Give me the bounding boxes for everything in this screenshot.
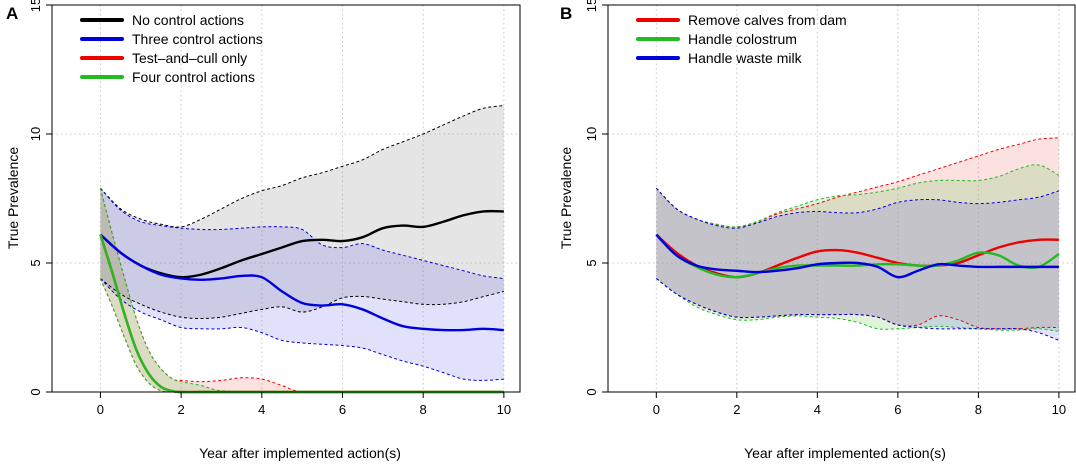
legend-item: Three control actions xyxy=(80,31,263,47)
legend-b: Remove calves from dam Handle colostrum Ha… xyxy=(636,12,847,66)
x-tick-label: 4 xyxy=(258,402,265,417)
y-axis-label-b: True Prevalence xyxy=(558,147,574,249)
panel-b: 0 2 4 6 8 10 0 5 10 15 B True Prevalence Year aft… xyxy=(558,0,1076,461)
ci-band xyxy=(656,137,1059,329)
ci-band xyxy=(100,105,504,319)
legend-label: Test–and–cull only xyxy=(132,50,247,66)
y-tick-label: 15 xyxy=(28,0,43,12)
y-tick-label: 10 xyxy=(28,127,43,141)
x-tick-label: 8 xyxy=(420,402,427,417)
y-tick-label: 5 xyxy=(28,259,43,266)
x-tick-label: 10 xyxy=(1052,402,1066,417)
legend-label: Handle waste milk xyxy=(688,50,803,66)
legend-label: Remove calves from dam xyxy=(688,12,847,28)
x-tick-label: 10 xyxy=(497,402,511,417)
plot-area-a: 0 2 4 6 8 10 0 5 10 15 xyxy=(28,0,521,417)
y-tick-label: 0 xyxy=(28,388,43,395)
y-tick-label: 10 xyxy=(584,127,599,141)
ci-upper-line xyxy=(100,105,504,228)
legend-item: No control actions xyxy=(80,12,244,28)
x-tick-label: 2 xyxy=(733,402,740,417)
panel-a: 0 2 4 6 8 10 0 5 10 15 A True Prevalence Year aft… xyxy=(5,0,521,461)
x-tick-label: 2 xyxy=(177,402,184,417)
legend-item: Test–and–cull only xyxy=(80,50,247,66)
ci-lower-line xyxy=(100,278,504,381)
legend-label: Handle colostrum xyxy=(688,31,797,47)
legend-item: Handle colostrum xyxy=(636,31,797,47)
series-line xyxy=(99,233,504,332)
x-tick-label: 4 xyxy=(814,402,821,417)
ci-band xyxy=(100,188,504,393)
x-tick-label: 8 xyxy=(975,402,982,417)
panel-label-a: A xyxy=(6,4,18,23)
x-tick-label: 6 xyxy=(339,402,346,417)
legend-label: No control actions xyxy=(132,12,244,28)
legend-item: Remove calves from dam xyxy=(636,12,847,28)
y-tick-label: 0 xyxy=(584,388,599,395)
panel-label-b: B xyxy=(560,4,572,23)
ci-band xyxy=(100,188,504,393)
plot-frame xyxy=(607,4,1076,393)
y-axis-label-a: True Prevalence xyxy=(5,147,21,249)
legend-item: Four control actions xyxy=(80,69,255,85)
x-axis-label-b: Year after implemented action(s) xyxy=(744,445,946,461)
ci-band xyxy=(656,188,1059,341)
x-tick-label: 0 xyxy=(653,402,660,417)
ci-band xyxy=(100,188,504,381)
ci-lower-line xyxy=(656,278,1060,341)
legend-label: Three control actions xyxy=(132,31,263,47)
ci-upper-line xyxy=(655,164,1060,228)
plot-area-b: 0 2 4 6 8 10 0 5 10 15 xyxy=(584,0,1076,417)
plot-frame xyxy=(51,4,521,393)
ci-band xyxy=(656,164,1059,332)
x-tick-label: 6 xyxy=(894,402,901,417)
legend-a: No control actions Three control actions T… xyxy=(80,12,263,85)
ci-upper-line xyxy=(100,187,504,279)
x-tick-label: 0 xyxy=(97,402,104,417)
ci-upper-line xyxy=(655,187,1060,229)
y-tick-label: 15 xyxy=(584,0,599,12)
series-line xyxy=(655,233,1059,279)
legend-item: Handle waste milk xyxy=(636,50,803,66)
legend-label: Four control actions xyxy=(132,69,255,85)
y-tick-label: 5 xyxy=(584,259,599,266)
ci-lower-line xyxy=(656,278,1059,332)
x-axis-label-a: Year after implemented action(s) xyxy=(199,445,401,461)
series-line xyxy=(655,233,1060,279)
